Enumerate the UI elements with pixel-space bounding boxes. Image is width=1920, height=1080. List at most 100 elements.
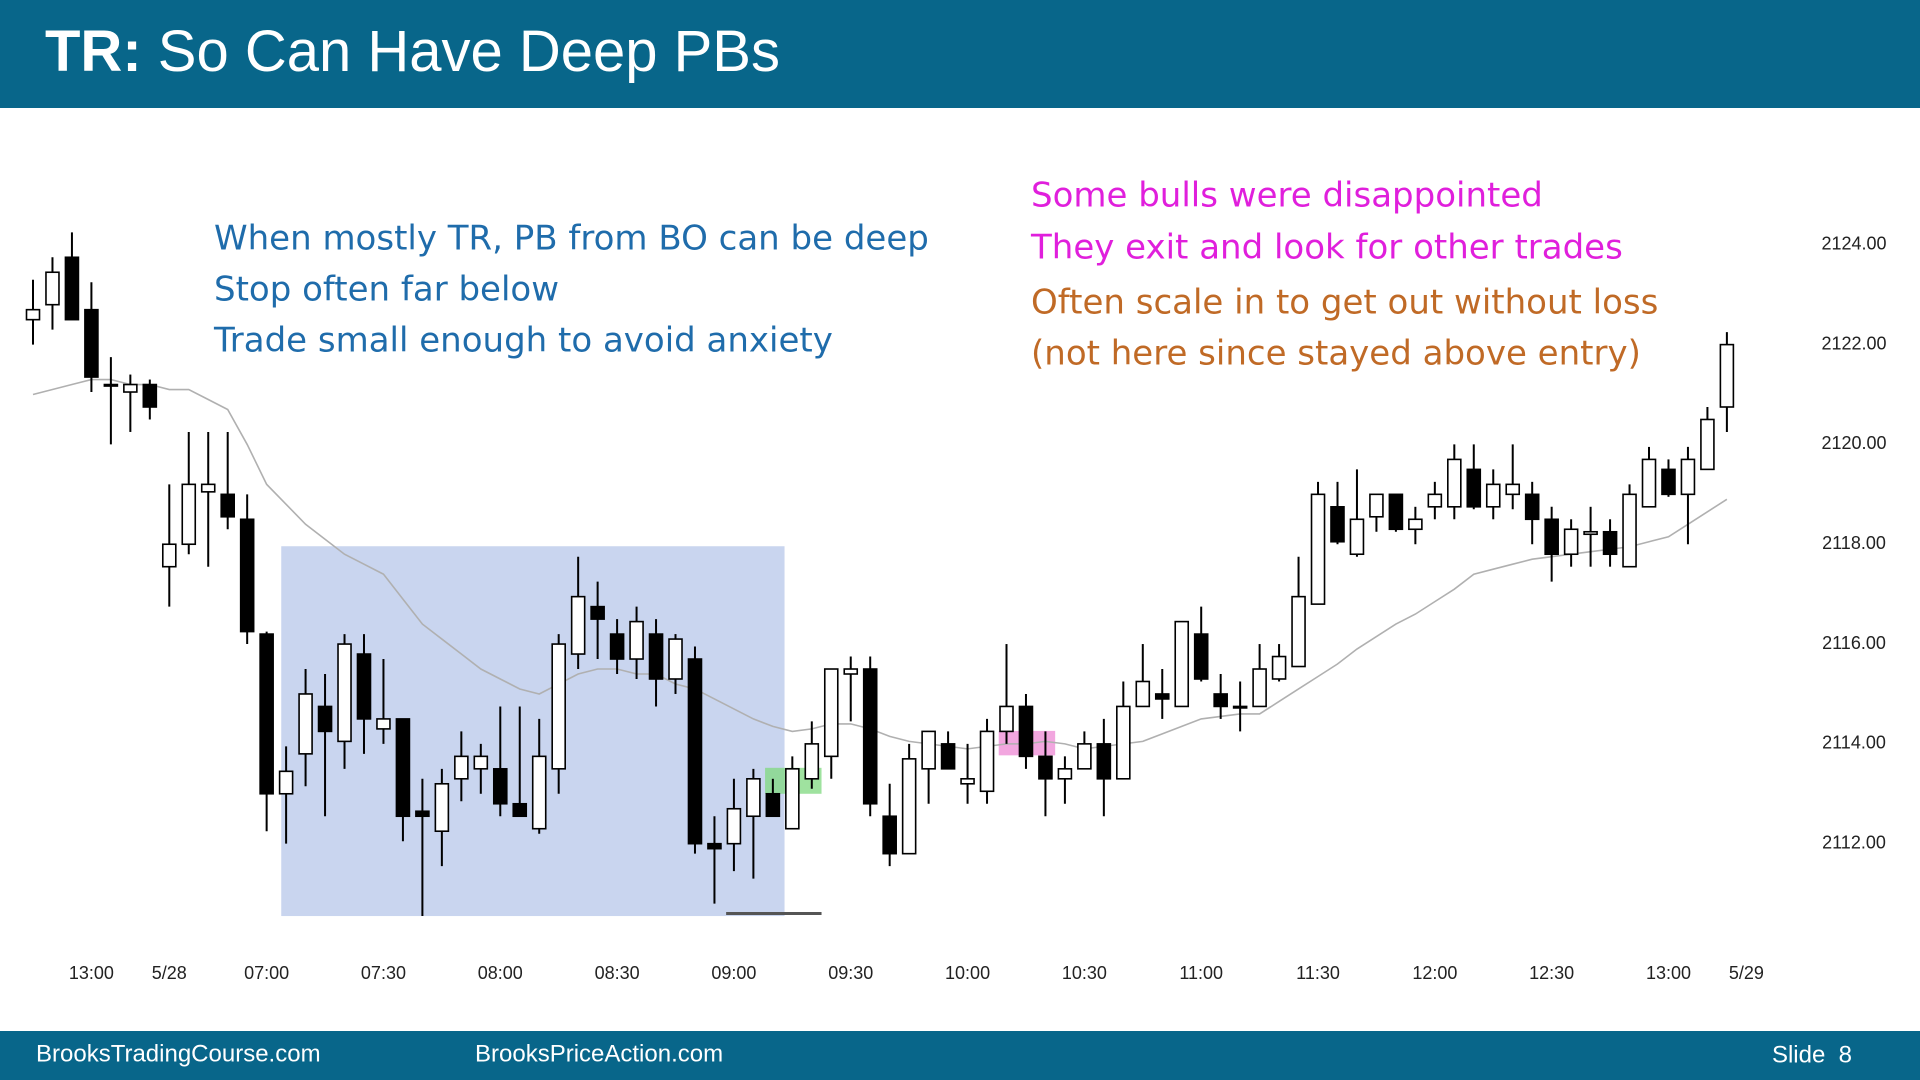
candle-body <box>687 658 703 845</box>
candle-body <box>395 718 411 818</box>
x-tick-label: 13:00 <box>1646 963 1691 983</box>
annotation: (not here since stayed above entry) <box>1031 334 1641 374</box>
candle-body <box>1116 705 1131 780</box>
candle-body <box>901 758 917 855</box>
candle-body <box>142 383 158 408</box>
candle-body <box>512 802 528 818</box>
candle-body <box>1077 743 1092 770</box>
candle-body <box>278 770 294 795</box>
y-tick-label: 2120.00 <box>1821 433 1886 453</box>
title-text: So Can Have Deep PBs <box>158 19 780 84</box>
candle-body <box>1330 506 1345 543</box>
candle-body <box>648 633 664 680</box>
candle-body <box>882 815 897 855</box>
candle-body <box>823 668 839 758</box>
slide-number: Slide 8 <box>1772 1041 1852 1068</box>
candle-body <box>181 483 197 546</box>
candle-body <box>726 807 742 845</box>
candle-body <box>1505 483 1521 496</box>
candle-body <box>1680 458 1696 496</box>
candle-body <box>590 605 605 620</box>
annotation: Trade small enough to avoid anxiety <box>213 321 833 361</box>
x-tick-label: 12:30 <box>1529 963 1574 983</box>
candle-body <box>161 543 177 568</box>
candle-body <box>200 483 216 493</box>
footer-bar <box>0 1031 1920 1080</box>
candle-body <box>45 271 60 306</box>
candle-body <box>1038 755 1053 780</box>
y-tick-label: 2124.00 <box>1821 234 1886 254</box>
candle-body <box>1096 743 1112 780</box>
candle-body <box>1213 693 1228 708</box>
y-tick-label: 2112.00 <box>1822 832 1886 852</box>
candle-body <box>921 730 936 770</box>
candle-body <box>123 383 138 393</box>
footer-left: BrooksTradingCourse.com <box>36 1040 321 1067</box>
annotation: Often scale in to get out without loss <box>1031 283 1658 323</box>
candle-body <box>1602 530 1618 556</box>
annotation: Stop often far below <box>214 270 559 310</box>
candle-body <box>765 792 781 818</box>
candle-body <box>1174 620 1190 708</box>
candle-body <box>785 768 800 830</box>
y-tick-label: 2122.00 <box>1821 333 1886 353</box>
candle-body <box>804 743 820 780</box>
x-tick-label: 5/29 <box>1729 963 1764 983</box>
candle-body <box>1271 655 1287 680</box>
candle-body <box>746 778 761 818</box>
x-tick-label: 09:30 <box>828 963 873 983</box>
candle-body <box>1135 680 1151 708</box>
candle-body <box>376 718 391 730</box>
footer-center: BrooksPriceAction.com <box>475 1040 723 1067</box>
x-tick-label: 09:00 <box>711 963 756 983</box>
candle-body <box>629 620 644 660</box>
candle-body <box>940 743 956 770</box>
candle-body <box>979 730 995 793</box>
candle-body <box>1018 705 1034 758</box>
y-tick-label: 2118.00 <box>1822 533 1886 553</box>
x-tick-label: 10:30 <box>1062 963 1107 983</box>
x-tick-label: 13:00 <box>69 963 114 983</box>
annotation: When mostly TR, PB from BO can be deep <box>214 219 929 259</box>
candle-body <box>1641 458 1657 508</box>
x-tick-label: 10:00 <box>945 963 990 983</box>
title-prefix: TR: <box>45 19 142 84</box>
slide-title: TR: So Can Have Deep PBs <box>45 19 780 84</box>
candle-body <box>551 643 566 770</box>
candle-body <box>1193 633 1209 680</box>
x-tick-label: 07:30 <box>361 963 406 983</box>
x-tick-label: 08:30 <box>595 963 640 983</box>
candle-body <box>1369 493 1384 518</box>
candle-body <box>103 383 119 387</box>
x-tick-label: 11:30 <box>1296 963 1340 983</box>
candle-body <box>1291 595 1306 668</box>
candle-body <box>454 755 469 780</box>
candle-body <box>1661 468 1676 496</box>
candle-body <box>570 595 586 655</box>
annotation: They exit and look for other trades <box>1030 228 1623 268</box>
candle-body <box>1700 418 1715 471</box>
candle-body <box>1719 343 1735 408</box>
y-tick-label: 2114.00 <box>1822 733 1886 753</box>
candle-body <box>1622 493 1637 568</box>
candle-body <box>492 768 508 805</box>
x-tick-label: 08:00 <box>478 963 523 983</box>
candle-body <box>1408 518 1423 531</box>
candle-body <box>1349 518 1365 556</box>
candle-body <box>1524 493 1540 521</box>
highlight-region <box>281 546 785 917</box>
candle-body <box>64 256 80 321</box>
candle-body <box>1563 528 1579 556</box>
x-tick-label: 11:00 <box>1179 963 1223 983</box>
x-tick-label: 5/28 <box>152 963 187 983</box>
header-bar <box>0 0 1920 108</box>
candle-body <box>1388 493 1404 531</box>
x-tick-label: 12:00 <box>1412 963 1457 983</box>
candle-body <box>1154 693 1170 700</box>
candle-body <box>1252 668 1267 708</box>
candle-body <box>259 633 274 795</box>
candle-body <box>220 493 235 518</box>
candle-body <box>239 518 255 633</box>
candle-body <box>843 668 859 675</box>
